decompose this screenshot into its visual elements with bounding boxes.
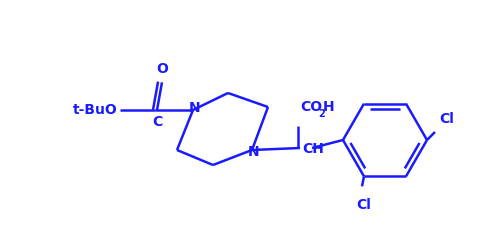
Text: t-BuO: t-BuO (73, 103, 118, 117)
Text: C: C (152, 115, 162, 129)
Text: 2: 2 (318, 109, 325, 119)
Text: CO: CO (300, 100, 322, 114)
Text: O: O (156, 62, 168, 76)
Text: H: H (323, 100, 335, 114)
Text: N: N (248, 145, 260, 159)
Text: N: N (189, 101, 201, 115)
Text: Cl: Cl (439, 112, 454, 126)
Text: CH: CH (302, 142, 324, 156)
Text: Cl: Cl (357, 198, 371, 212)
